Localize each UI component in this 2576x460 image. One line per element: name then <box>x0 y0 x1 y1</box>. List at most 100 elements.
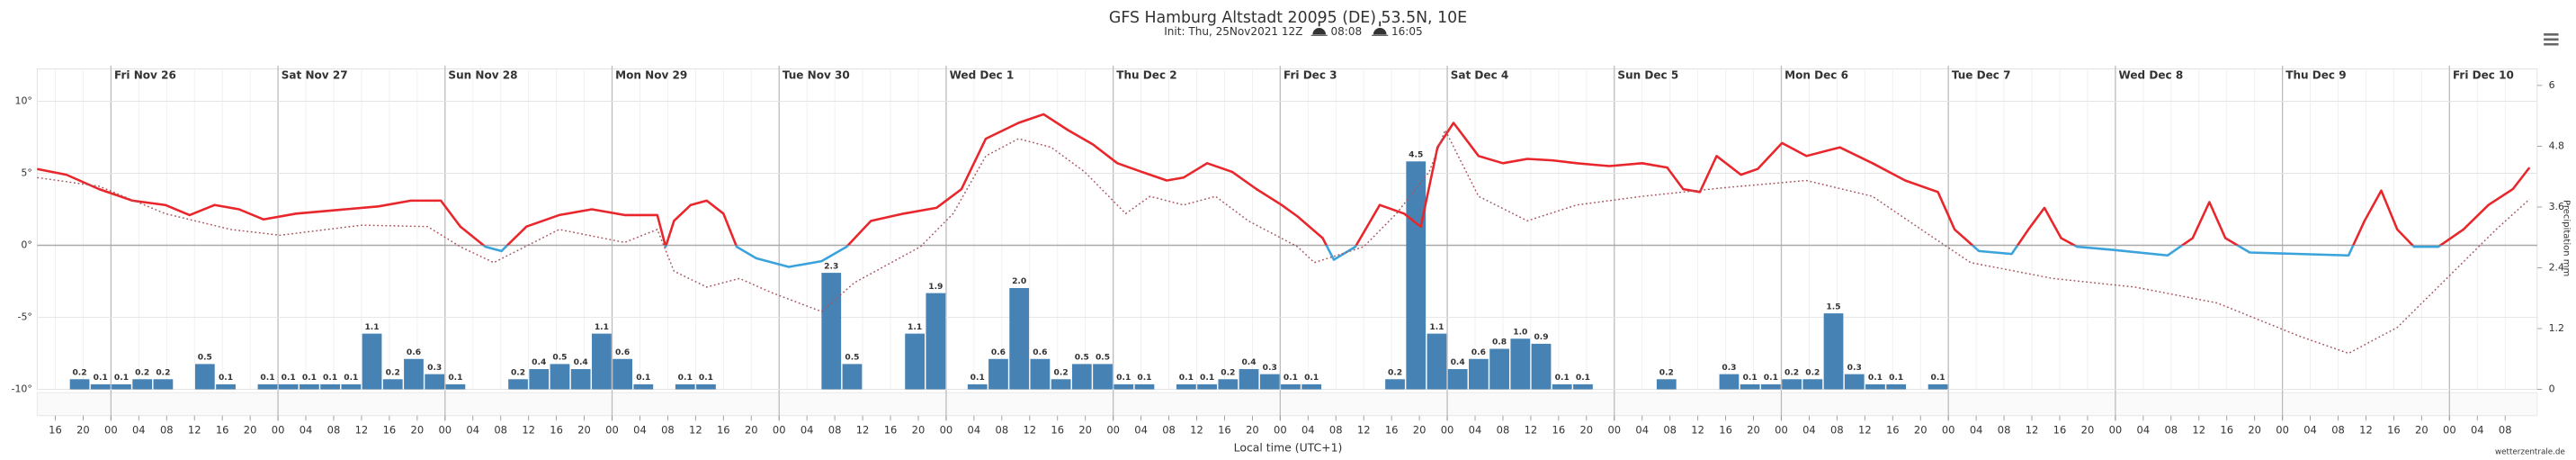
x-tick-label: 20 <box>1580 424 1594 437</box>
x-tick-label: 04 <box>1802 424 1816 437</box>
x-tick-label: 12 <box>2026 424 2039 437</box>
bar-value-label: 0.4 <box>1241 358 1256 367</box>
day-label: Thu Dec 9 <box>2285 68 2346 81</box>
x-tick-label: 20 <box>2248 424 2261 437</box>
x-tick-label: 20 <box>76 424 90 437</box>
precip-bar <box>404 358 424 390</box>
x-tick-label: 12 <box>2192 424 2205 437</box>
y2-axis-title: Precipitation mm <box>2562 200 2572 276</box>
x-tick-label: 04 <box>1134 424 1148 437</box>
precip-bar <box>69 379 90 390</box>
precip-bar <box>1176 383 1196 390</box>
bar-value-label: 2.3 <box>824 262 838 271</box>
bar-value-label: 0.1 <box>1743 374 1758 383</box>
x-tick-label: 04 <box>1301 424 1315 437</box>
precip-bar <box>194 364 215 390</box>
x-tick-label: 16 <box>2220 424 2233 437</box>
x-tick-label: 12 <box>1858 424 1872 437</box>
x-tick-label: 16 <box>2387 424 2401 437</box>
bar-value-label: 0.2 <box>156 368 170 377</box>
x-tick-label: 12 <box>1691 424 1704 437</box>
x-tick-label: 04 <box>2471 424 2484 437</box>
bar-value-label: 0.1 <box>1116 374 1131 383</box>
x-axis-title: Local time (UTC+1) <box>1234 441 1343 455</box>
y2-tick-label: 4.8 <box>2549 140 2564 151</box>
x-tick-label: 20 <box>2081 424 2095 437</box>
precip-bar <box>1071 364 1092 390</box>
precip-bar <box>1051 379 1071 390</box>
bar-value-label: 0.1 <box>1179 374 1194 383</box>
x-tick-label: 04 <box>2137 424 2151 437</box>
x-tick-label: 16 <box>1886 424 1900 437</box>
x-tick-label: 08 <box>494 424 507 437</box>
x-tick-label: 08 <box>996 424 1009 437</box>
x-tick-label: 04 <box>1469 424 1482 437</box>
x-tick-label: 16 <box>216 424 229 437</box>
precip-bar <box>633 383 654 390</box>
precip-bar <box>1281 383 1301 390</box>
bar-value-label: 0.1 <box>678 374 693 383</box>
bar-value-label: 0.1 <box>114 374 129 383</box>
y-tick-label: -10° <box>12 383 32 395</box>
x-tick-label: 20 <box>577 424 591 437</box>
subtitle-init: Init: Thu, 25Nov2021 12Z <box>1164 25 1302 38</box>
bar-value-label: 0.2 <box>511 368 525 377</box>
precip-bar <box>1469 358 1489 390</box>
x-tick-label: 08 <box>1830 424 1844 437</box>
bar-value-label: 0.3 <box>1263 364 1277 373</box>
precip-bar <box>1823 313 1844 390</box>
day-label: Sun Nov 28 <box>448 68 517 81</box>
precip-bar <box>550 364 570 390</box>
x-tick-label: 12 <box>1023 424 1036 437</box>
x-tick-label: 20 <box>1078 424 1092 437</box>
x-tick-label: 08 <box>1497 424 1510 437</box>
x-tick-label: 00 <box>1607 424 1621 437</box>
x-tick-label: 08 <box>661 424 675 437</box>
y2-tick-label: 0 <box>2549 383 2555 395</box>
x-tick-label: 00 <box>1441 424 1454 437</box>
bar-value-label: 0.1 <box>1931 374 1945 383</box>
bar-value-label: 2.0 <box>1012 277 1026 286</box>
x-tick-label: 20 <box>912 424 926 437</box>
precip-bar <box>1197 383 1217 390</box>
precip-bar <box>90 383 111 390</box>
x-tick-label: 20 <box>1914 424 1928 437</box>
bar-value-label: 0.1 <box>1284 374 1298 383</box>
bar-value-label: 0.1 <box>219 374 233 383</box>
plot-frame <box>36 68 2538 390</box>
precip-bar <box>1760 383 1781 390</box>
bar-value-label: 0.2 <box>1784 368 1799 377</box>
bar-value-label: 0.6 <box>407 348 421 357</box>
precip-bar <box>1573 383 1593 390</box>
bar-value-label: 0.4 <box>574 358 588 367</box>
x-tick-label: 04 <box>633 424 647 437</box>
precip-bar <box>967 383 988 390</box>
y2-tick-label: 2.4 <box>2549 261 2564 273</box>
precip-bar <box>926 293 946 390</box>
bar-value-label: 0.1 <box>448 374 462 383</box>
bar-value-label: 0.1 <box>1555 374 1570 383</box>
bar-value-label: 0.1 <box>636 374 650 383</box>
x-tick-label: 00 <box>1274 424 1287 437</box>
temperature-line-below-zero <box>481 245 2443 268</box>
precip-bar <box>1844 374 1865 390</box>
precip-bar <box>1928 383 1948 390</box>
x-tick-label: 00 <box>272 424 285 437</box>
bar-value-label: 0.1 <box>323 374 337 383</box>
x-tick-label: 04 <box>300 424 313 437</box>
x-tick-label: 04 <box>1635 424 1649 437</box>
temperature-line <box>37 113 2531 246</box>
bar-value-label: 0.2 <box>1805 368 1820 377</box>
precip-bar <box>425 374 445 390</box>
x-tick-label: 04 <box>2303 424 2317 437</box>
bar-value-label: 0.1 <box>1576 374 1590 383</box>
precip-bar <box>1656 379 1677 390</box>
precip-bar <box>842 364 863 390</box>
menu-icon[interactable] <box>2544 33 2559 46</box>
precip-bar <box>696 383 716 390</box>
x-tick-label: 00 <box>2109 424 2123 437</box>
precip-bar <box>1427 333 1447 390</box>
sunrise-icon <box>1310 21 1328 36</box>
y-tick-label: 0° <box>21 239 31 251</box>
bar-value-label: 0.2 <box>1054 368 1069 377</box>
